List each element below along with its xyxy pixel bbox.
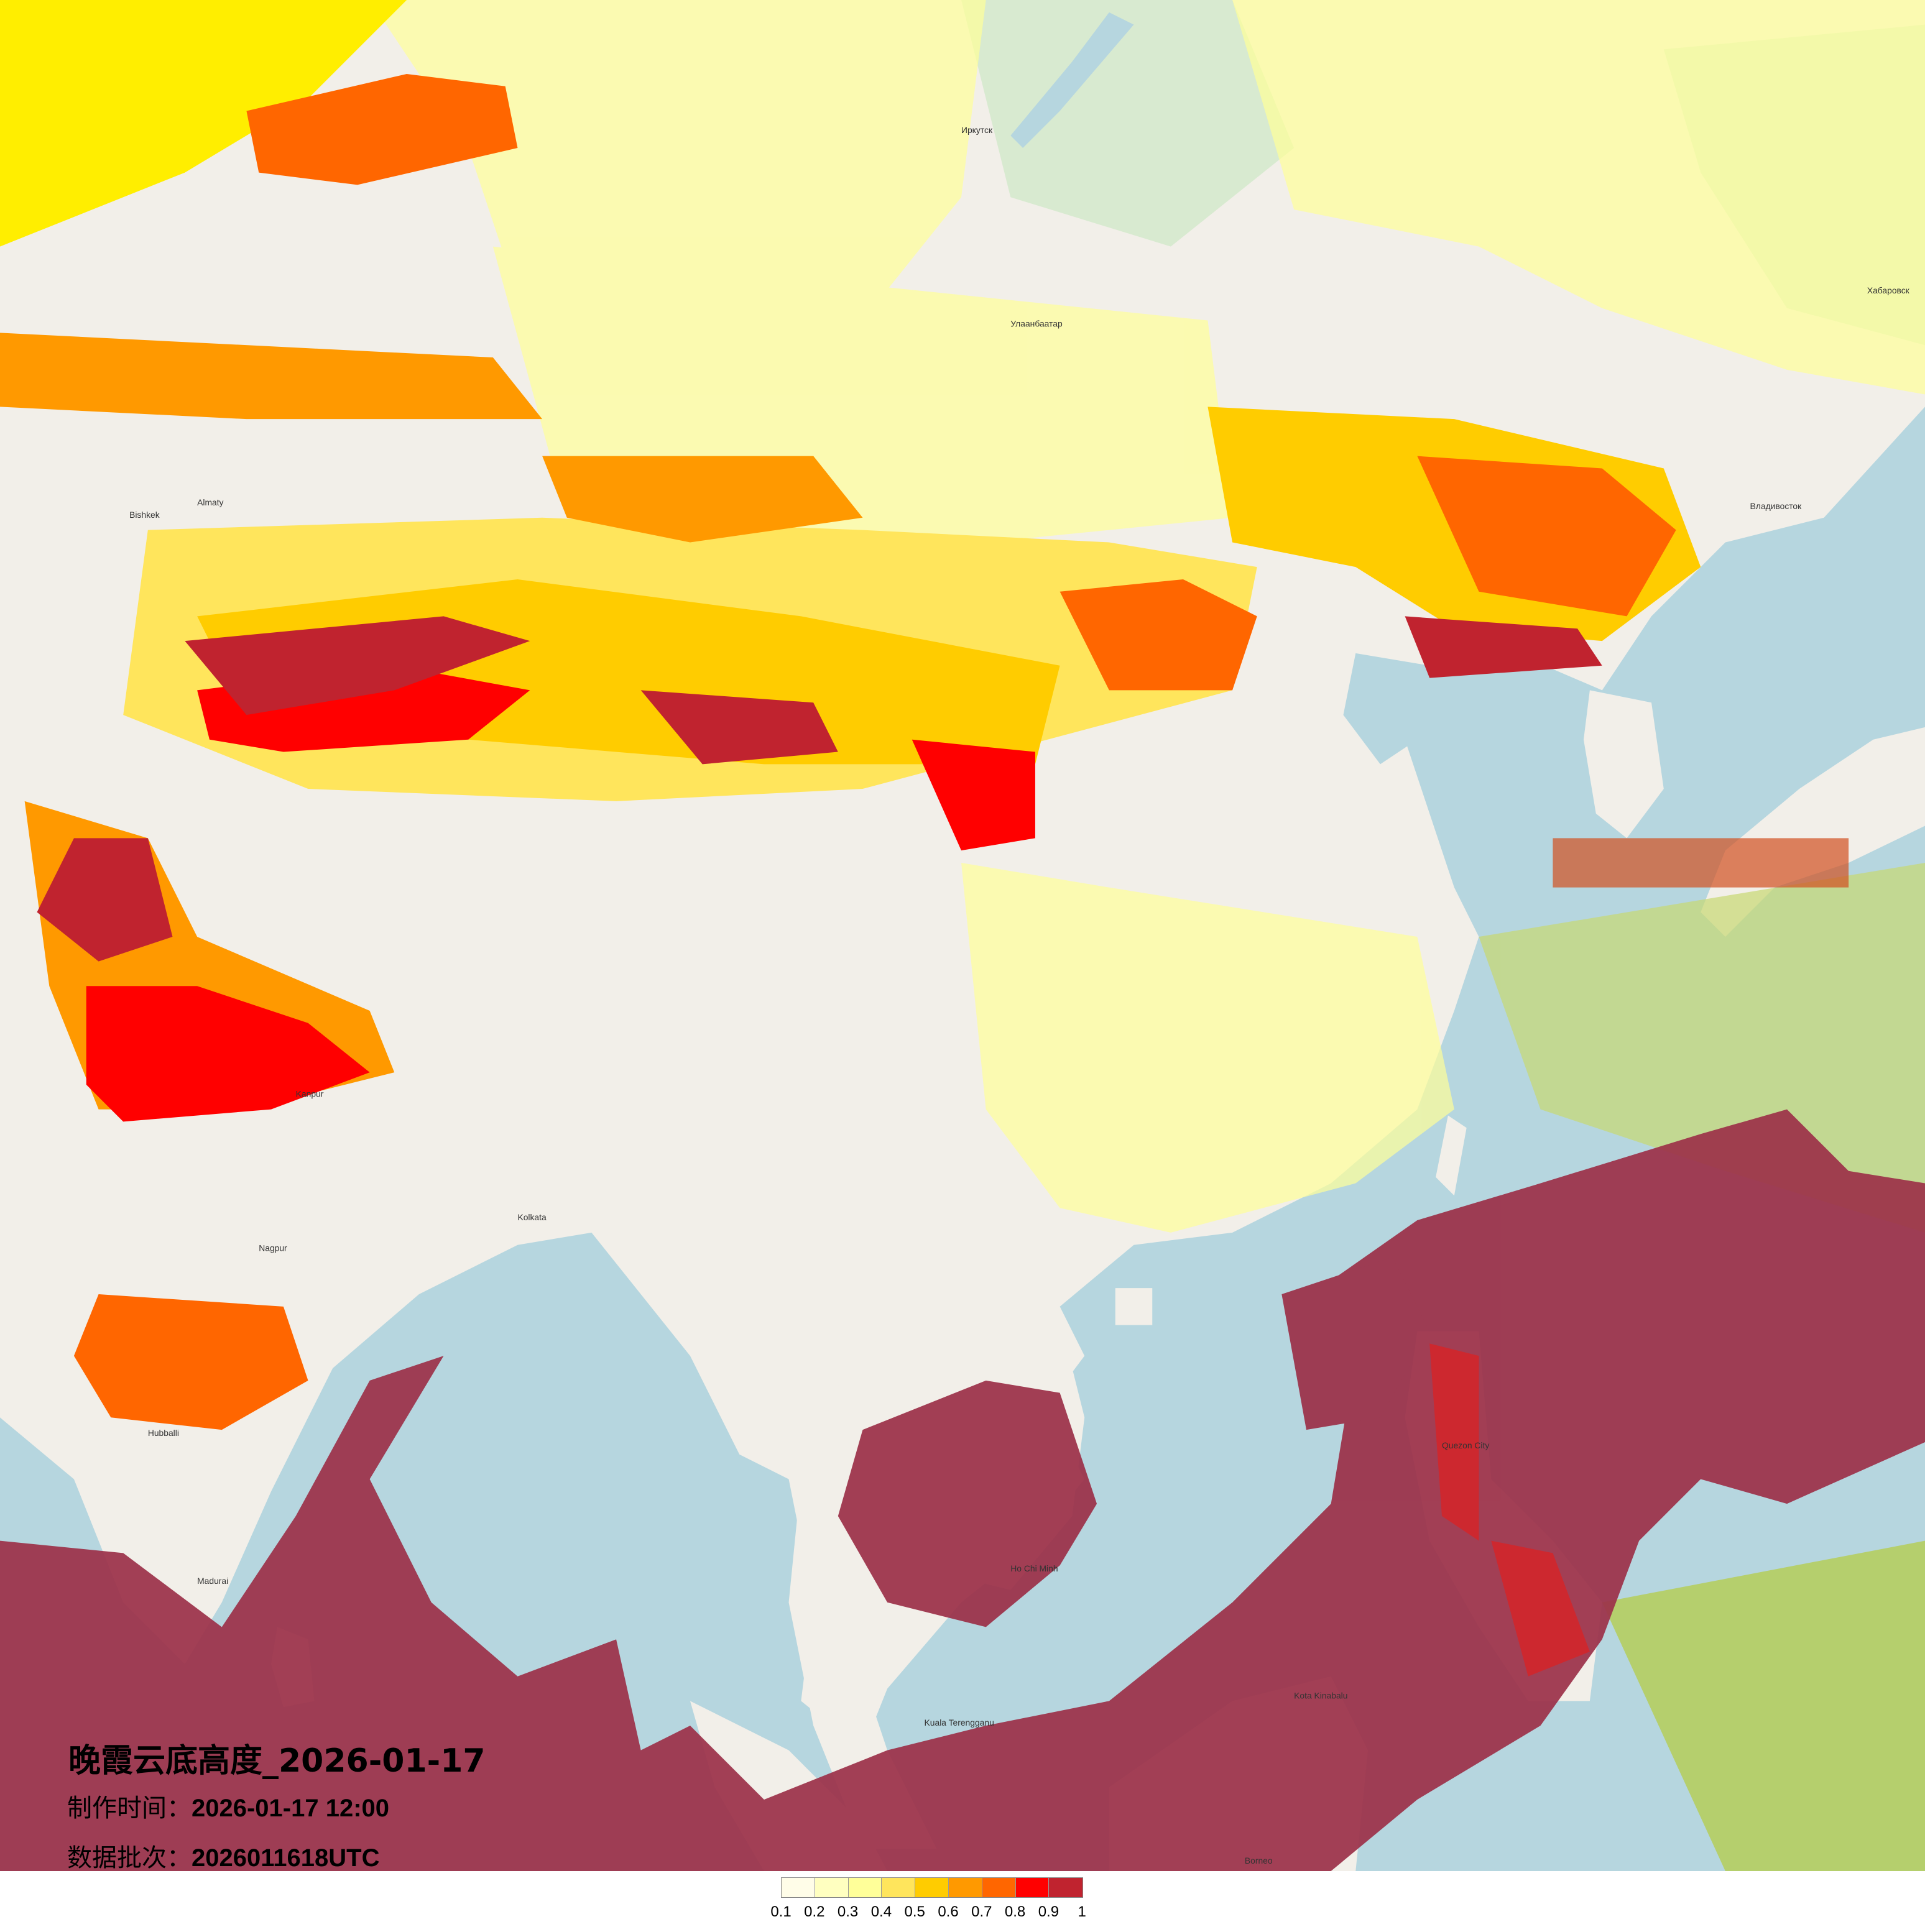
production-time: 制作时间：2026-01-17 12:00 xyxy=(67,1788,389,1824)
legend-tick-label: 1 xyxy=(1078,1903,1086,1920)
cloud-layer-high xyxy=(0,1109,1925,1871)
legend-tick-label: 0.6 xyxy=(938,1903,959,1920)
korea xyxy=(1583,690,1664,839)
legend-tick-label: 0.7 xyxy=(971,1903,992,1920)
legend-swatch xyxy=(815,1878,849,1897)
production-time-value: 2026-01-17 12:00 xyxy=(192,1795,390,1822)
legend-ticks: 0.1 0.2 0.3 0.4 0.5 0.6 0.7 0.8 0.9 1 xyxy=(770,1903,1169,1928)
place-label: Hubballi xyxy=(148,1428,179,1438)
legend-tick-label: 0.4 xyxy=(870,1903,892,1920)
place-label: Almaty xyxy=(197,497,223,507)
legend-swatch xyxy=(882,1878,916,1897)
place-label: Kota Kinabalu xyxy=(1294,1690,1347,1700)
place-label: Kuala Terengganu xyxy=(925,1718,994,1727)
place-label: Madurai xyxy=(197,1576,228,1586)
place-label: Quezon City xyxy=(1442,1440,1489,1450)
map-title: 晚霞云底高度_2026-01-17 xyxy=(68,1742,486,1780)
place-label: Улаанбаатар xyxy=(1010,318,1063,328)
legend-tick-label: 0.2 xyxy=(804,1903,825,1920)
legend-tick-label: 0.9 xyxy=(1038,1903,1059,1920)
place-label: Ho Chi Minh xyxy=(1010,1563,1058,1573)
cloud-layer-mid xyxy=(0,0,1849,1430)
legend-swatch xyxy=(848,1878,882,1897)
place-label: Kanpur xyxy=(296,1089,324,1099)
cloud-height-map[interactable]: Улаанбаатар Иркутск Bishkek Almaty Kanpur Kol… xyxy=(0,0,1925,1871)
place-label: Borneo xyxy=(1245,1856,1273,1865)
legend-swatch xyxy=(982,1878,1016,1897)
legend-swatch xyxy=(948,1878,982,1897)
hainan xyxy=(1115,1288,1153,1325)
lake-baikal xyxy=(1010,12,1134,148)
legend-swatch xyxy=(1015,1878,1050,1897)
legend-tick-label: 0.3 xyxy=(837,1903,859,1920)
legend-swatch xyxy=(915,1878,949,1897)
legend-tick-label: 0.1 xyxy=(770,1903,792,1920)
place-label: Владивосток xyxy=(1750,501,1803,511)
legend-tick-label: 0.5 xyxy=(904,1903,925,1920)
place-label: Kolkata xyxy=(517,1212,547,1222)
yellow-sea xyxy=(1343,653,1430,765)
data-batch-value: 2026011618UTC xyxy=(192,1844,380,1872)
legend-swatch xyxy=(782,1878,815,1897)
place-label: Bishkek xyxy=(129,510,160,520)
place-label: Nagpur xyxy=(259,1243,287,1253)
taiwan xyxy=(1436,1115,1467,1196)
color-legend xyxy=(781,1877,1084,1898)
legend-tick-label: 0.8 xyxy=(1004,1903,1026,1920)
production-time-label: 制作时间： xyxy=(67,1794,192,1823)
place-label: Иркутск xyxy=(961,125,993,135)
data-batch: 数据批次：2026011618UTC xyxy=(67,1838,379,1874)
pacific-green-se xyxy=(1602,1540,1925,1871)
legend-swatch xyxy=(1049,1878,1083,1897)
cloud-layer-philippines xyxy=(1429,1343,1590,1677)
data-batch-label: 数据批次： xyxy=(67,1844,192,1872)
place-label: Хабаровск xyxy=(1867,285,1910,295)
